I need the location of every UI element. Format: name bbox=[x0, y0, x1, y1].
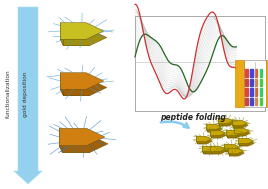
Polygon shape bbox=[197, 136, 198, 144]
Polygon shape bbox=[60, 73, 104, 89]
Polygon shape bbox=[59, 146, 90, 153]
Polygon shape bbox=[219, 124, 229, 126]
Bar bbox=[250, 88, 253, 95]
Polygon shape bbox=[197, 136, 211, 142]
Polygon shape bbox=[227, 136, 236, 138]
Bar bbox=[260, 79, 262, 86]
Polygon shape bbox=[229, 154, 239, 156]
Text: peptide folding: peptide folding bbox=[160, 112, 226, 122]
Polygon shape bbox=[60, 23, 104, 39]
Polygon shape bbox=[239, 138, 240, 146]
Polygon shape bbox=[235, 128, 249, 134]
Bar bbox=[245, 88, 248, 95]
Bar bbox=[245, 69, 248, 77]
Bar bbox=[250, 79, 253, 86]
Bar bbox=[135, 16, 265, 111]
Polygon shape bbox=[60, 73, 63, 96]
Polygon shape bbox=[207, 124, 208, 132]
Bar bbox=[245, 98, 248, 105]
Polygon shape bbox=[14, 7, 42, 184]
Polygon shape bbox=[225, 150, 234, 152]
FancyArrowPatch shape bbox=[161, 122, 189, 128]
Polygon shape bbox=[59, 128, 62, 153]
Polygon shape bbox=[63, 29, 107, 46]
Polygon shape bbox=[211, 130, 212, 138]
Polygon shape bbox=[219, 118, 233, 124]
Polygon shape bbox=[220, 120, 234, 126]
Polygon shape bbox=[59, 128, 105, 146]
Bar bbox=[255, 88, 258, 95]
Bar bbox=[260, 88, 262, 95]
Polygon shape bbox=[203, 146, 204, 154]
Polygon shape bbox=[228, 132, 242, 138]
Text: gold deposition: gold deposition bbox=[24, 71, 28, 117]
Polygon shape bbox=[235, 134, 244, 136]
Polygon shape bbox=[204, 148, 218, 154]
Polygon shape bbox=[227, 130, 228, 138]
Polygon shape bbox=[207, 124, 221, 130]
Polygon shape bbox=[236, 130, 250, 136]
Polygon shape bbox=[60, 23, 63, 46]
Polygon shape bbox=[240, 140, 254, 146]
Bar bbox=[250, 98, 253, 105]
Polygon shape bbox=[211, 146, 225, 152]
Polygon shape bbox=[233, 120, 234, 128]
Polygon shape bbox=[227, 130, 241, 136]
Polygon shape bbox=[212, 148, 226, 154]
Polygon shape bbox=[229, 148, 230, 156]
Polygon shape bbox=[203, 152, 213, 154]
Polygon shape bbox=[60, 39, 90, 46]
Polygon shape bbox=[233, 120, 247, 126]
Polygon shape bbox=[219, 118, 220, 126]
Polygon shape bbox=[230, 150, 244, 156]
Polygon shape bbox=[211, 152, 221, 154]
Bar bbox=[260, 98, 262, 105]
Bar bbox=[260, 69, 262, 77]
Bar bbox=[244, 60, 266, 107]
Polygon shape bbox=[235, 128, 236, 136]
Polygon shape bbox=[203, 146, 217, 152]
Polygon shape bbox=[208, 126, 222, 132]
Polygon shape bbox=[62, 135, 108, 153]
Bar bbox=[255, 69, 258, 77]
Polygon shape bbox=[207, 130, 217, 132]
Bar bbox=[255, 79, 258, 86]
Polygon shape bbox=[211, 146, 212, 154]
Polygon shape bbox=[63, 79, 107, 96]
Polygon shape bbox=[225, 144, 239, 150]
Polygon shape bbox=[233, 126, 243, 128]
Polygon shape bbox=[212, 132, 226, 138]
Polygon shape bbox=[225, 144, 226, 152]
Polygon shape bbox=[239, 138, 253, 144]
Polygon shape bbox=[60, 89, 90, 96]
Polygon shape bbox=[211, 130, 225, 136]
Polygon shape bbox=[229, 148, 243, 154]
Bar bbox=[266, 60, 268, 107]
Polygon shape bbox=[234, 122, 248, 128]
Bar bbox=[235, 60, 244, 107]
Polygon shape bbox=[197, 142, 206, 144]
Polygon shape bbox=[198, 138, 212, 144]
Polygon shape bbox=[211, 136, 221, 138]
Bar bbox=[250, 69, 253, 77]
Bar bbox=[245, 79, 248, 86]
Bar bbox=[255, 98, 258, 105]
Polygon shape bbox=[239, 144, 248, 146]
Text: functionalization: functionalization bbox=[6, 70, 10, 118]
Polygon shape bbox=[226, 146, 240, 152]
